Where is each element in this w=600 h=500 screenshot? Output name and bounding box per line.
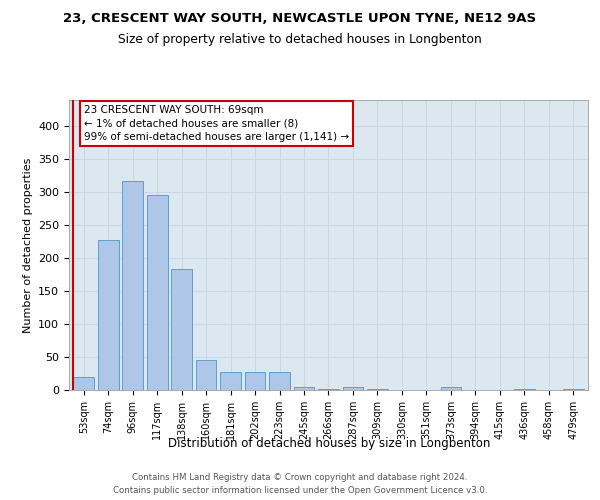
Text: Distribution of detached houses by size in Longbenton: Distribution of detached houses by size …	[167, 438, 490, 450]
Text: 23, CRESCENT WAY SOUTH, NEWCASTLE UPON TYNE, NE12 9AS: 23, CRESCENT WAY SOUTH, NEWCASTLE UPON T…	[64, 12, 536, 26]
Bar	[196, 360, 217, 390]
Bar	[122, 181, 143, 390]
Text: 23 CRESCENT WAY SOUTH: 69sqm
← 1% of detached houses are smaller (8)
99% of semi: 23 CRESCENT WAY SOUTH: 69sqm ← 1% of det…	[83, 106, 349, 142]
Bar	[514, 388, 535, 390]
Bar	[73, 377, 94, 390]
Text: Size of property relative to detached houses in Longbenton: Size of property relative to detached ho…	[118, 32, 482, 46]
Bar	[318, 388, 339, 390]
Bar	[367, 388, 388, 390]
Bar	[98, 240, 119, 390]
Bar	[147, 195, 167, 390]
Text: Contains public sector information licensed under the Open Government Licence v3: Contains public sector information licen…	[113, 486, 487, 495]
Bar	[245, 372, 265, 390]
Bar	[343, 388, 364, 390]
Bar	[563, 388, 584, 390]
Bar	[269, 372, 290, 390]
Text: Contains HM Land Registry data © Crown copyright and database right 2024.: Contains HM Land Registry data © Crown c…	[132, 472, 468, 482]
Bar	[293, 386, 314, 390]
Bar	[171, 270, 192, 390]
Bar	[220, 372, 241, 390]
Y-axis label: Number of detached properties: Number of detached properties	[23, 158, 32, 332]
Bar	[440, 388, 461, 390]
